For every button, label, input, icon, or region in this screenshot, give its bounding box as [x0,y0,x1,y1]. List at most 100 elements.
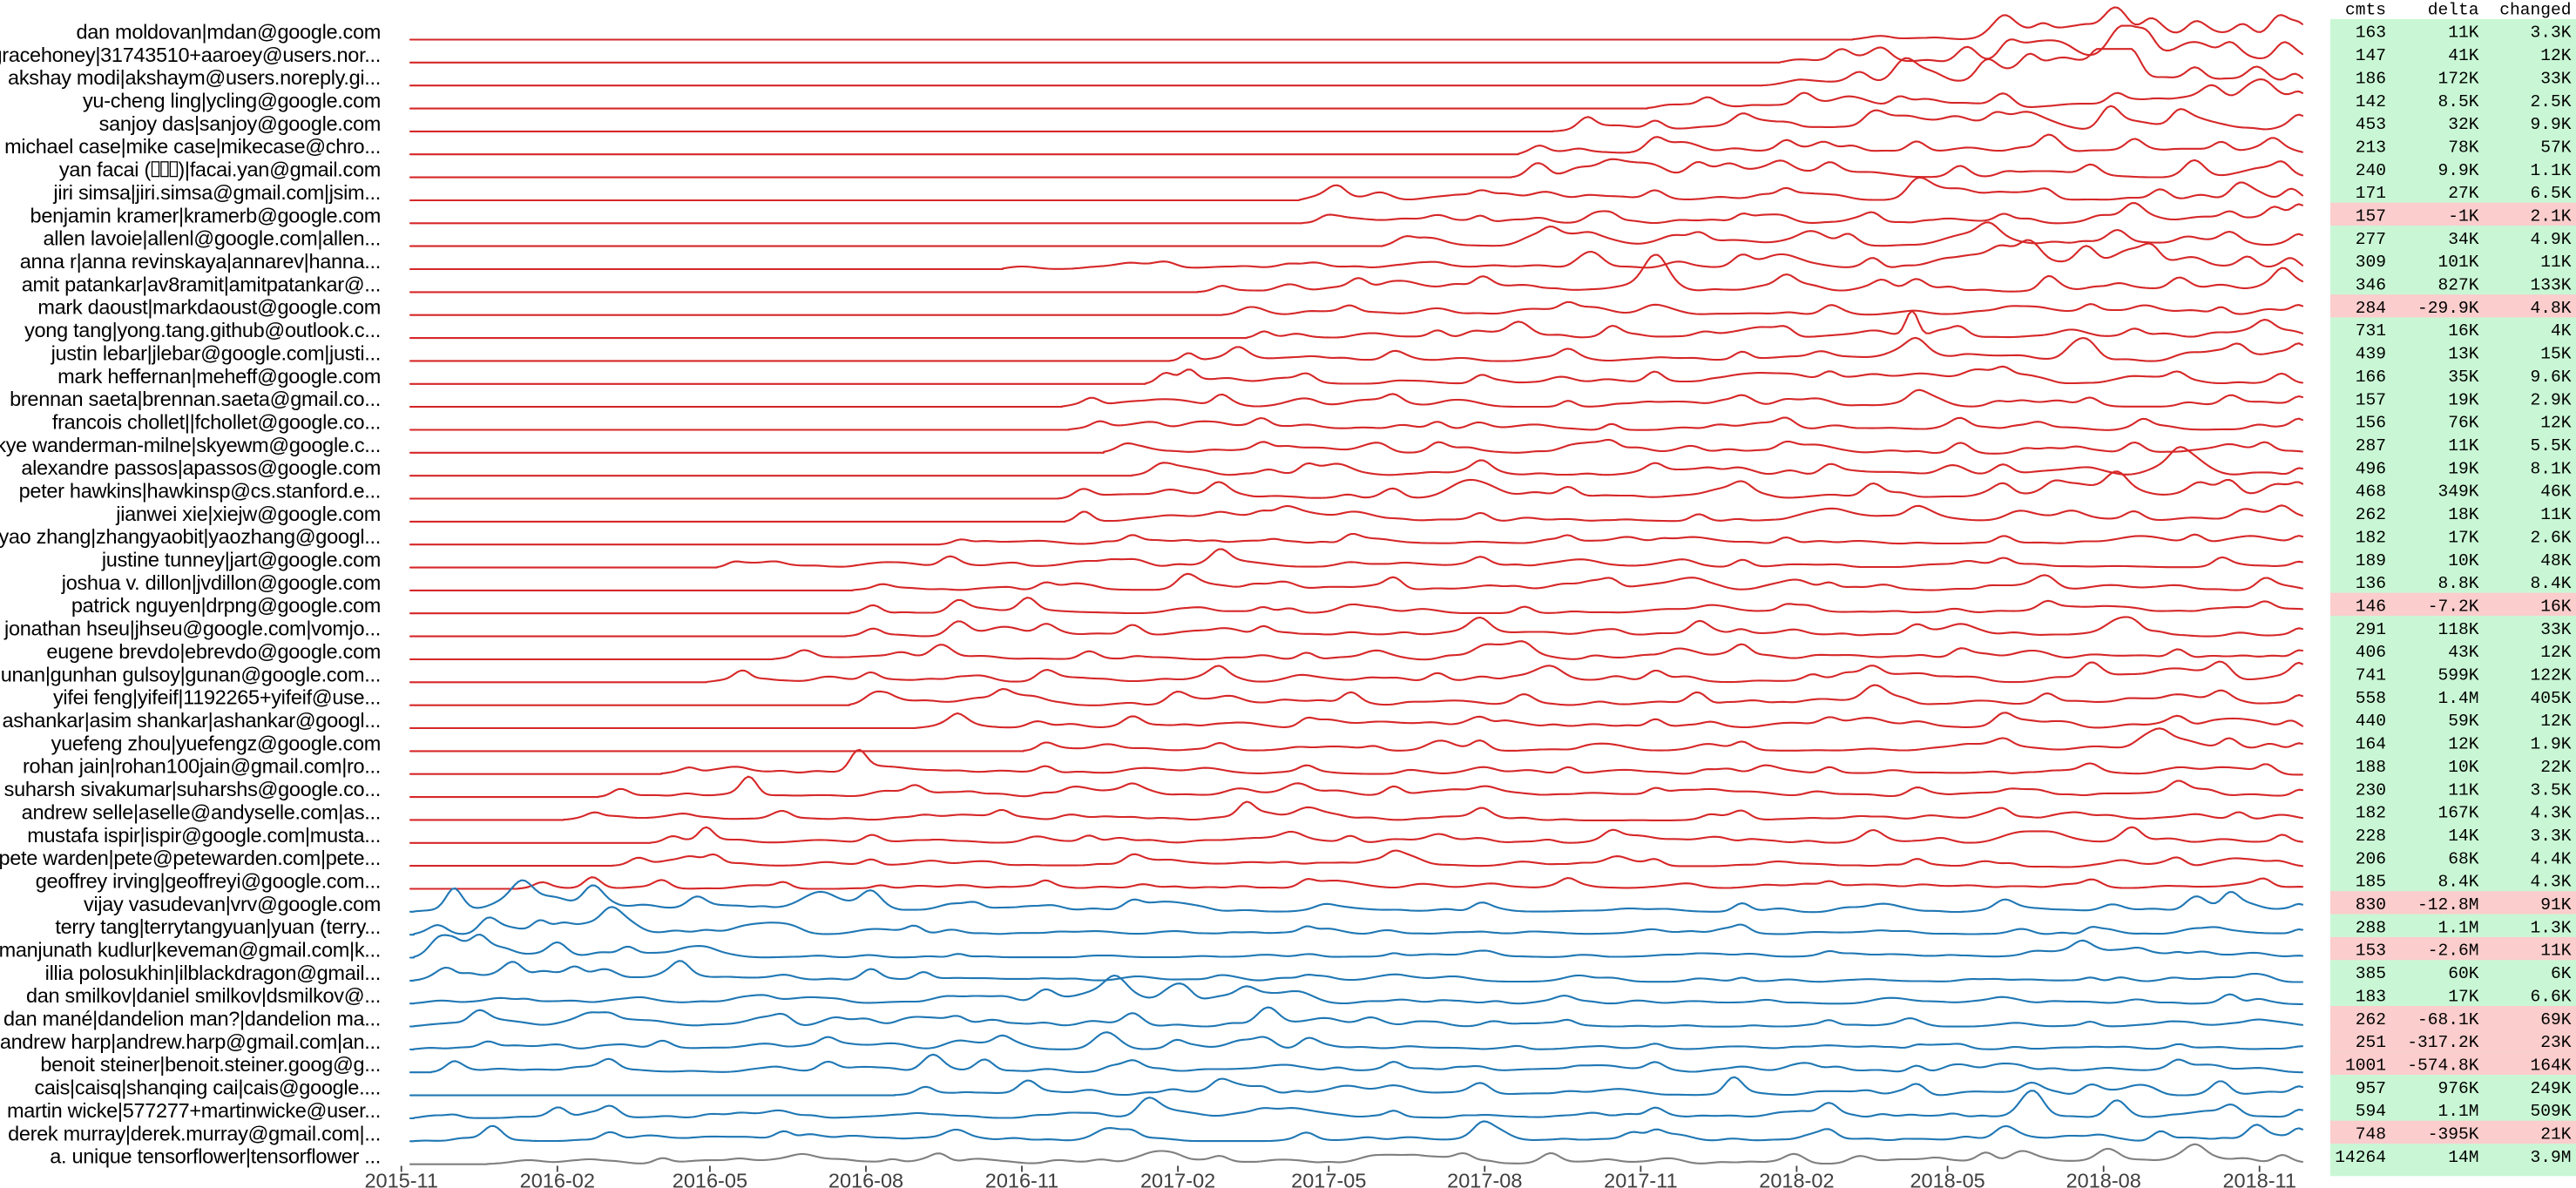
svg-text:geoffrey irving|geoffreyi@goog: geoffrey irving|geoffreyi@google.com... [36,870,381,893]
svg-text:yao zhang|zhangyaobit|yaozhang: yao zhang|zhangyaobit|yaozhang@googl... [0,525,381,548]
svg-text:anna r|anna revinskaya|annarev: anna r|anna revinskaya|annarev|hanna... [20,250,381,273]
svg-text:33K: 33K [2540,620,2572,639]
svg-text:291: 291 [2356,620,2386,639]
svg-text:1.1M: 1.1M [2437,1102,2478,1121]
svg-text:-68.1K: -68.1K [2417,1010,2479,1029]
svg-text:yu-cheng ling|ycling@google.co: yu-cheng ling|ycling@google.com [83,90,381,112]
svg-text:8.4K: 8.4K [2530,574,2571,593]
svg-text:6.6K: 6.6K [2530,987,2571,1006]
svg-text:1.1M: 1.1M [2437,918,2478,937]
svg-text:183: 183 [2356,987,2386,1006]
svg-text:78K: 78K [2448,138,2479,157]
svg-text:171: 171 [2356,184,2386,203]
svg-text:277: 277 [2356,230,2386,249]
svg-text:12K: 12K [2540,643,2572,662]
svg-text:ashankar|asim shankar|ashankar: ashankar|asim shankar|ashankar@googl... [2,709,381,732]
svg-text:2017-11: 2017-11 [1604,1170,1678,1188]
svg-text:12K: 12K [2448,735,2479,754]
svg-text:188: 188 [2356,758,2386,777]
svg-text:-7.2K: -7.2K [2428,597,2479,617]
svg-text:4.3K: 4.3K [2530,804,2571,823]
svg-text:cmts: cmts [2345,1,2386,20]
svg-text:jonathan hseu|jhseu@google.com: jonathan hseu|jhseu@google.com|vomjo... [3,618,381,640]
svg-text:patrick nguyen|drpng@google.co: patrick nguyen|drpng@google.com [71,594,381,617]
svg-text:594: 594 [2356,1102,2386,1121]
svg-text:468: 468 [2356,483,2386,502]
svg-text:yong tang|yong.tang.github@out: yong tang|yong.tang.github@outlook.c... [24,319,381,341]
svg-text:2018-08: 2018-08 [2066,1170,2141,1188]
svg-text:2018-05: 2018-05 [1910,1170,1984,1188]
svg-text:amit patankar|av8ramit|amitpat: amit patankar|av8ramit|amitpatankar@... [22,273,381,295]
svg-text:599K: 599K [2437,666,2478,685]
svg-text:9.9K: 9.9K [2530,115,2571,134]
svg-text:9.6K: 9.6K [2530,368,2571,387]
svg-text:14M: 14M [2448,1148,2478,1167]
svg-text:60K: 60K [2448,964,2479,983]
svg-text:changed: changed [2499,1,2571,20]
svg-text:6.5K: 6.5K [2530,184,2571,203]
svg-text:andrew harp|andrew.harp@gmail.: andrew harp|andrew.harp@gmail.com|an... [0,1030,381,1053]
svg-text:558: 558 [2356,689,2386,708]
svg-text:eugene brevdo|ebrevdo@google.c: eugene brevdo|ebrevdo@google.com [46,640,381,663]
svg-text:185: 185 [2356,873,2386,892]
svg-text:mark daoust|markdaoust@google.: mark daoust|markdaoust@google.com [37,296,381,319]
svg-text:akshay modi|akshaym@users.nore: akshay modi|akshaym@users.noreply.gi... [8,66,381,89]
svg-text:22K: 22K [2540,758,2572,777]
svg-text:6K: 6K [2551,964,2572,983]
svg-text:martin wicke|577277+martinwick: martin wicke|577277+martinwicke@user... [7,1099,381,1122]
svg-text:-2.6M: -2.6M [2428,942,2479,961]
svg-text:69K: 69K [2540,1010,2572,1029]
svg-text:136: 136 [2356,574,2386,593]
svg-text:164K: 164K [2530,1056,2571,1076]
svg-text:10K: 10K [2448,758,2479,777]
svg-text:189: 189 [2356,551,2386,570]
svg-text:peter hawkins|hawkinsp@cs.stan: peter hawkins|hawkinsp@cs.stanford.e... [19,480,381,503]
svg-text:5.5K: 5.5K [2530,436,2571,456]
svg-text:11K: 11K [2448,780,2479,800]
svg-text:mark heffernan|meheff@google.c: mark heffernan|meheff@google.com [57,365,381,388]
svg-text:830: 830 [2356,895,2386,915]
svg-text:164: 164 [2356,735,2386,754]
svg-text:13K: 13K [2448,345,2479,364]
svg-text:11K: 11K [2540,505,2572,524]
svg-text:27K: 27K [2448,184,2479,203]
svg-text:2016-05: 2016-05 [673,1170,747,1188]
svg-text:terry tang|terrytangyuan|yuan: terry tang|terrytangyuan|yuan (terry... [55,915,381,938]
svg-text:186: 186 [2356,69,2386,88]
svg-text:2.6K: 2.6K [2530,528,2571,547]
svg-text:)|facai.yan@gmail.com: )|facai.yan@gmail.com [178,159,381,181]
svg-text:405K: 405K [2530,689,2571,708]
svg-text:23K: 23K [2540,1033,2572,1052]
svg-text:14264: 14264 [2335,1148,2386,1167]
svg-text:benjamin kramer|kramerb@google: benjamin kramer|kramerb@google.com [30,204,381,226]
svg-text:496: 496 [2356,459,2386,478]
svg-text:8.8K: 8.8K [2437,574,2478,593]
svg-text:8.5K: 8.5K [2437,92,2478,111]
svg-text:4.8K: 4.8K [2530,299,2571,318]
svg-text:1.9K: 1.9K [2530,735,2571,754]
svg-text:206: 206 [2356,849,2386,868]
svg-text:illia polosukhin|ilblackdragon: illia polosukhin|ilblackdragon@gmail... [45,962,381,984]
svg-text:12K: 12K [2540,414,2572,433]
svg-text:157: 157 [2356,390,2386,409]
svg-text:11K: 11K [2448,24,2479,43]
svg-text:21K: 21K [2540,1125,2572,1144]
svg-text:2018-11: 2018-11 [2222,1170,2296,1188]
svg-text:2016-02: 2016-02 [520,1170,595,1188]
svg-text:-12.8M: -12.8M [2417,895,2479,915]
svg-text:35K: 35K [2448,368,2479,387]
svg-text:derek murray|derek.murray@gmai: derek murray|derek.murray@gmail.com|... [8,1122,381,1144]
svg-text:14K: 14K [2448,827,2479,846]
svg-text:59K: 59K [2448,712,2479,731]
svg-text:172K: 172K [2437,69,2478,88]
svg-text:122K: 122K [2530,666,2571,685]
svg-text:19K: 19K [2448,459,2479,478]
svg-text:dan mané|dandelion man?|dandel: dan mané|dandelion man?|dandelion ma... [3,1008,381,1030]
svg-text:287: 287 [2356,436,2386,456]
svg-text:yan facai (: yan facai ( [59,159,152,181]
svg-text:284: 284 [2356,299,2386,318]
svg-text:vijay vasudevan|vrv@google.com: vijay vasudevan|vrv@google.com [84,893,381,915]
svg-text:43K: 43K [2448,643,2479,662]
svg-text:-317.2K: -317.2K [2407,1033,2479,1052]
svg-text:957: 957 [2356,1079,2386,1098]
